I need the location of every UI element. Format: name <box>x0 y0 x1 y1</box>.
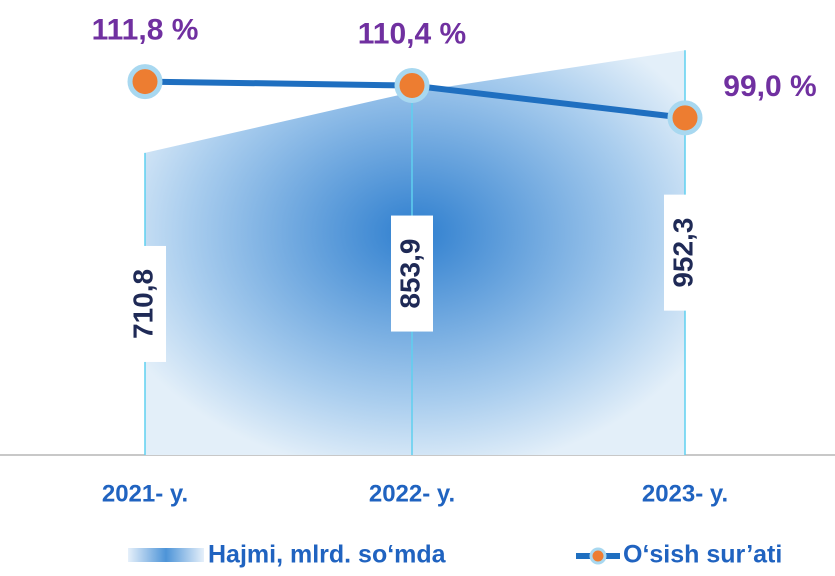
value-label-box <box>664 194 706 311</box>
value-label: 110,4 % <box>358 17 466 50</box>
x-tick-label: 2021- y. <box>102 480 188 507</box>
legend-label: O‘sish sur’ati <box>623 541 782 569</box>
x-tick-label: 2022- y. <box>369 480 455 507</box>
value-label: 111,8 % <box>92 13 199 46</box>
value-label: 952,3 <box>667 218 698 288</box>
marker <box>667 100 703 136</box>
marker <box>394 68 430 104</box>
value-label: 710,8 <box>127 269 158 339</box>
marker <box>127 64 163 100</box>
value-label: 853,9 <box>394 239 425 309</box>
value-label: 99,0 % <box>723 70 816 103</box>
legend-marker <box>589 547 607 565</box>
legend-swatch <box>128 548 204 562</box>
value-label-box <box>124 245 166 362</box>
value-label-box <box>391 215 433 332</box>
x-tick-label: 2023- y. <box>642 480 728 507</box>
legend-label: Hajmi, mlrd. so‘mda <box>208 541 447 569</box>
